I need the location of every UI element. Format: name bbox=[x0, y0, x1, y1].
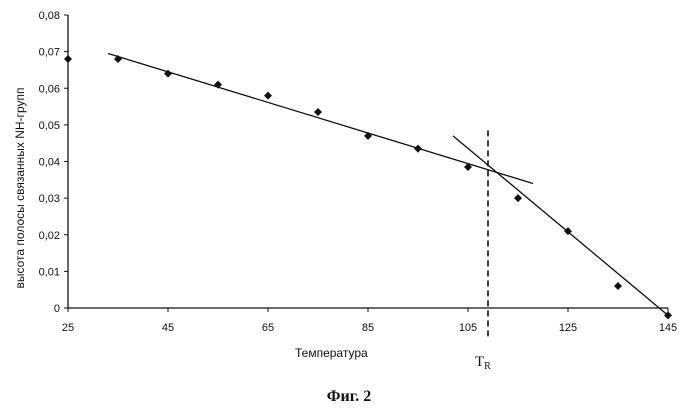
y-tick-label: 0,06 bbox=[39, 83, 60, 95]
x-axis-ticks: 25 45 65 85 105 125 145 bbox=[62, 308, 677, 334]
y-tick-label: 0 bbox=[54, 303, 60, 315]
x-tick-label: 125 bbox=[559, 322, 577, 334]
y-axis-ticks: 0 0,01 0,02 0,03 0,04 0,05 0,06 0,07 0,08 bbox=[39, 10, 68, 315]
x-tick-label: 145 bbox=[659, 322, 677, 334]
data-point bbox=[514, 194, 522, 202]
x-axis-label: Температура bbox=[295, 346, 368, 360]
trend-lines bbox=[108, 53, 668, 315]
data-points bbox=[64, 55, 672, 319]
data-point bbox=[264, 92, 272, 100]
trend-line bbox=[108, 53, 533, 183]
y-tick-label: 0,04 bbox=[39, 157, 60, 169]
y-tick-label: 0,07 bbox=[39, 47, 60, 59]
y-tick-label: 0,02 bbox=[39, 230, 60, 242]
x-tick-label: 65 bbox=[262, 322, 274, 334]
y-tick-label: 0,03 bbox=[39, 193, 60, 205]
axes bbox=[68, 15, 668, 308]
x-tick-label: 25 bbox=[62, 322, 74, 334]
x-tick-label: 85 bbox=[362, 322, 374, 334]
x-tick-label: 105 bbox=[459, 322, 477, 334]
y-axis-label: высота полосы связанных NH-групп bbox=[13, 88, 27, 289]
tr-label-main: T bbox=[475, 354, 484, 370]
data-point bbox=[614, 282, 622, 290]
x-tick-label: 45 bbox=[162, 322, 174, 334]
data-point bbox=[414, 145, 422, 153]
data-point bbox=[64, 55, 72, 63]
y-tick-label: 0,01 bbox=[39, 266, 60, 278]
data-point bbox=[364, 132, 372, 140]
tr-label: TR bbox=[475, 354, 491, 372]
trend-line bbox=[453, 136, 668, 315]
y-tick-label: 0,05 bbox=[39, 120, 60, 132]
y-tick-label: 0,08 bbox=[39, 10, 60, 22]
data-point bbox=[314, 108, 322, 116]
figure-caption: Фиг. 2 bbox=[327, 388, 371, 405]
tr-label-sub: R bbox=[484, 361, 491, 372]
